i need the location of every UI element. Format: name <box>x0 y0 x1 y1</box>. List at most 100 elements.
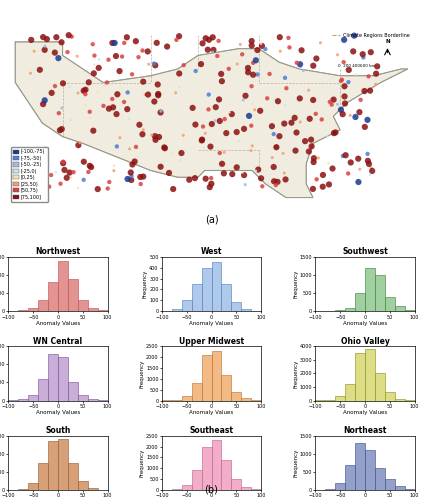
Point <box>245 68 252 76</box>
Bar <box>182 300 192 311</box>
Bar <box>202 446 212 490</box>
Bar <box>335 483 345 490</box>
Point <box>327 98 333 106</box>
Point <box>374 62 381 70</box>
Point <box>48 89 55 97</box>
Point <box>69 32 75 40</box>
Point <box>155 90 162 98</box>
Bar <box>335 396 345 400</box>
Title: Southwest: Southwest <box>342 247 388 256</box>
Point <box>216 96 222 104</box>
Point <box>121 39 128 47</box>
Point <box>57 126 63 134</box>
Point <box>46 182 52 190</box>
Point <box>151 98 158 106</box>
Point <box>114 90 121 98</box>
Bar <box>375 468 385 490</box>
Point <box>258 40 264 48</box>
Point <box>341 82 348 90</box>
Bar <box>192 383 202 400</box>
X-axis label: Anomaly Values: Anomaly Values <box>343 321 387 326</box>
Point <box>68 116 74 124</box>
Point <box>270 163 277 171</box>
Point <box>305 116 312 124</box>
Text: (b): (b) <box>205 485 218 495</box>
Point <box>297 60 303 68</box>
Point <box>310 154 317 162</box>
Bar <box>241 309 251 311</box>
Point <box>317 39 324 47</box>
Point <box>91 52 98 60</box>
Bar <box>212 262 221 311</box>
Point <box>154 39 160 47</box>
Point <box>369 167 376 175</box>
Point <box>132 37 139 45</box>
Bar <box>355 293 365 311</box>
Point <box>248 42 255 50</box>
Point <box>364 116 371 124</box>
Point <box>242 180 249 188</box>
Y-axis label: Frequency: Frequency <box>143 270 148 298</box>
Point <box>44 174 50 182</box>
Bar <box>335 310 345 311</box>
Point <box>85 168 92 176</box>
Y-axis label: Frequency: Frequency <box>293 360 298 388</box>
Point <box>60 159 66 167</box>
Point <box>351 32 357 40</box>
Point <box>294 59 300 67</box>
Point <box>198 60 204 68</box>
Bar <box>88 488 98 490</box>
Point <box>91 70 97 78</box>
Point <box>258 42 265 50</box>
Point <box>281 169 288 177</box>
Point <box>94 185 101 193</box>
Point <box>113 110 120 118</box>
Point <box>121 98 127 106</box>
Point <box>285 34 292 42</box>
Point <box>75 141 82 149</box>
Point <box>356 165 363 173</box>
Point <box>229 170 236 178</box>
Point <box>247 146 254 154</box>
Bar <box>345 464 355 490</box>
Point <box>57 180 64 188</box>
Point <box>310 62 317 70</box>
Point <box>148 131 155 139</box>
Point <box>124 175 131 183</box>
Point <box>136 121 143 129</box>
Point <box>140 172 147 180</box>
Point <box>217 117 223 125</box>
Point <box>164 42 170 50</box>
Point <box>312 110 319 118</box>
Point <box>90 126 97 134</box>
Bar <box>385 479 395 490</box>
Title: West: West <box>201 247 222 256</box>
Point <box>276 33 283 41</box>
Point <box>332 128 339 136</box>
Point <box>250 71 256 79</box>
Point <box>253 56 259 64</box>
X-axis label: Anomaly Values: Anomaly Values <box>190 321 233 326</box>
Point <box>262 45 269 53</box>
Point <box>68 174 74 182</box>
Point <box>106 104 113 112</box>
Point <box>269 154 276 162</box>
Point <box>104 184 111 192</box>
Bar <box>192 470 202 490</box>
Point <box>282 176 289 184</box>
Point <box>157 107 164 115</box>
Point <box>36 66 43 74</box>
Point <box>212 103 219 111</box>
X-axis label: Anomaly Values: Anomaly Values <box>190 410 233 416</box>
Point <box>305 86 312 94</box>
Point <box>352 113 359 121</box>
Title: Ohio Valley: Ohio Valley <box>341 336 390 345</box>
X-axis label: Anomaly Values: Anomaly Values <box>36 410 80 416</box>
Point <box>273 143 280 151</box>
Bar <box>192 284 202 311</box>
Bar <box>48 354 58 401</box>
Point <box>102 81 108 89</box>
Bar <box>355 353 365 401</box>
Point <box>142 90 148 98</box>
Point <box>342 100 349 108</box>
